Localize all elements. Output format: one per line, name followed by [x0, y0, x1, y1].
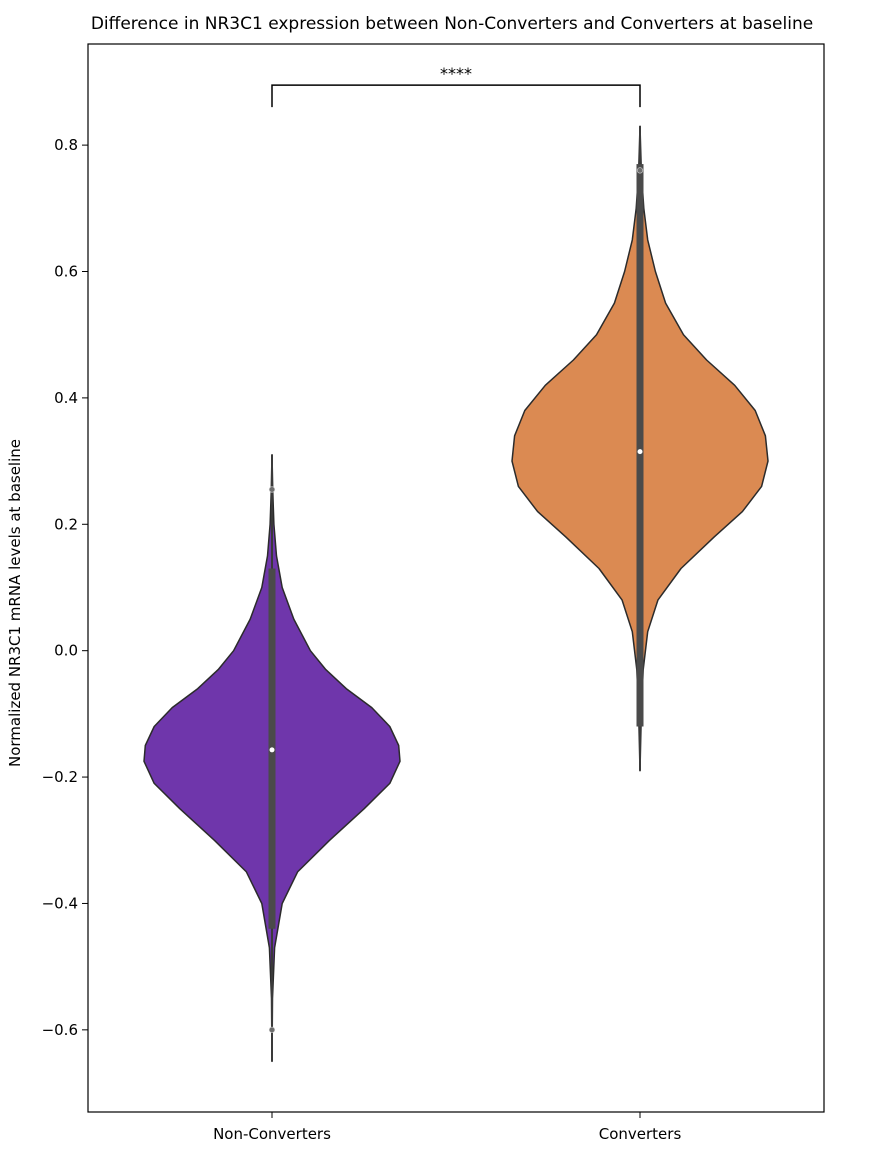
plot-area: −0.6 −0.4 −0.2 0.0 0.2 0.4 0.6 0.8 Non-Converter…	[42, 43, 825, 1143]
violin-point	[268, 486, 276, 493]
violin-point	[268, 1026, 276, 1033]
y-tick-label: 0.4	[54, 389, 78, 407]
violin-point	[636, 167, 644, 174]
violin-median	[637, 449, 643, 455]
y-tick-label: −0.4	[42, 894, 78, 912]
y-tick-label: 0.2	[54, 515, 78, 533]
significance-label: ****	[440, 64, 472, 83]
chart-title: Difference in NR3C1 expression between N…	[91, 14, 813, 34]
y-tick-label: 0.6	[54, 263, 78, 281]
plot-frame	[87, 43, 825, 1113]
y-tick-label: 0.0	[54, 642, 78, 660]
y-tick-label: −0.6	[42, 1021, 78, 1039]
y-tick-label: −0.2	[42, 768, 78, 786]
violin-median	[269, 747, 275, 753]
violin-inner-box	[636, 164, 644, 727]
x-tick-label: Converters	[599, 1125, 682, 1143]
significance-bracket	[271, 84, 641, 108]
y-tick-label: 0.8	[54, 136, 78, 154]
x-tick-label: Non-Converters	[213, 1125, 331, 1143]
y-axis-label: Normalized NR3C1 mRNA levels at baseline	[6, 439, 24, 767]
